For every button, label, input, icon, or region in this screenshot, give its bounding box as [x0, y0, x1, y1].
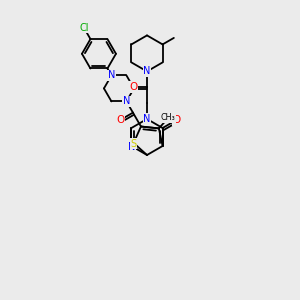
Text: O: O — [172, 115, 181, 125]
Text: O: O — [129, 82, 137, 92]
Text: S: S — [130, 139, 137, 149]
Text: N: N — [108, 70, 115, 80]
Text: O: O — [117, 115, 125, 125]
Text: Cl: Cl — [79, 23, 89, 33]
Text: N: N — [143, 66, 151, 76]
Text: N: N — [128, 142, 135, 152]
Text: CH₃: CH₃ — [161, 113, 176, 122]
Text: N: N — [123, 96, 130, 106]
Text: N: N — [143, 113, 151, 124]
